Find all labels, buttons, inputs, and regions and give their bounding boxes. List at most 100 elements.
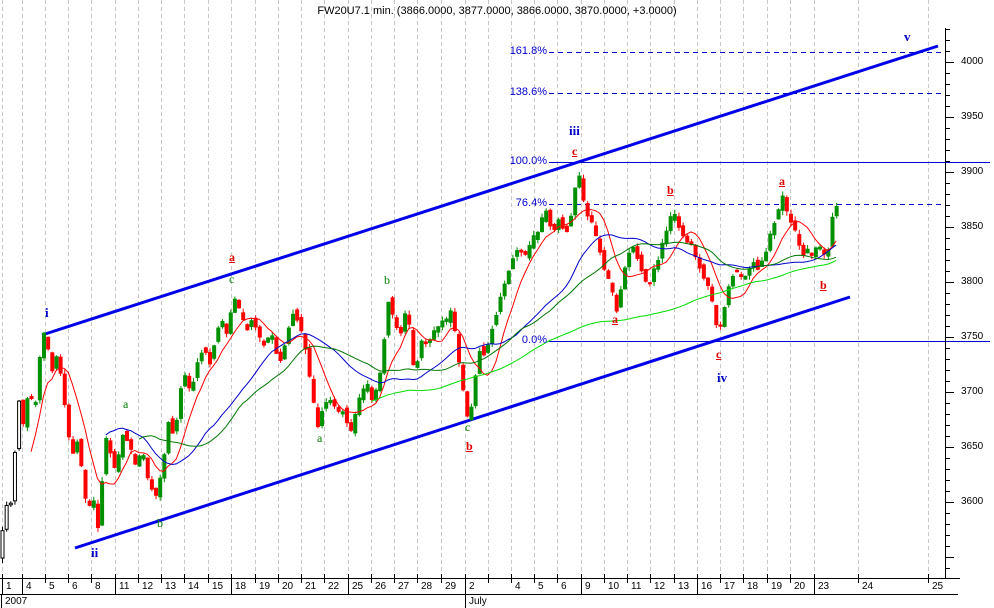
candle-body xyxy=(490,328,495,344)
candle-body xyxy=(448,310,453,323)
fib-level-label: 100.0% xyxy=(509,155,547,167)
candle-body xyxy=(112,451,117,468)
x-axis-day-label: 20 xyxy=(282,581,294,592)
candle-body xyxy=(423,341,428,345)
x-axis-day-label: 10 xyxy=(608,581,620,592)
candle-body xyxy=(83,469,88,499)
x-axis-day-label: 8 xyxy=(95,581,101,592)
candle-body xyxy=(473,375,478,407)
candle-body xyxy=(187,375,192,389)
wave-label-b: b xyxy=(667,183,674,197)
fib-level-label: 76.4% xyxy=(515,197,547,209)
fib-level-label: 138.6% xyxy=(509,86,547,98)
candle-body xyxy=(336,407,341,412)
candle-body xyxy=(631,246,636,253)
fib-level-label: 161.8% xyxy=(509,45,547,57)
candle-body xyxy=(295,309,300,321)
candle-body xyxy=(398,327,403,334)
candle-body xyxy=(195,362,200,378)
candle-body xyxy=(208,352,212,365)
candle-body xyxy=(469,406,474,421)
x-axis-day-label: 1 xyxy=(6,581,12,592)
candle-body xyxy=(95,503,100,528)
candle-body xyxy=(261,340,266,346)
wave-label-iii: iii xyxy=(569,123,580,138)
y-axis-price-label: 3650 xyxy=(961,441,984,452)
candle-body xyxy=(270,335,275,340)
candle-body xyxy=(87,500,92,506)
candle-body xyxy=(299,317,304,332)
candle-body xyxy=(286,327,291,344)
candle-body xyxy=(639,254,644,272)
candle-body xyxy=(145,457,150,479)
candle-body xyxy=(739,274,744,277)
candle-body xyxy=(411,330,416,366)
candle-body xyxy=(328,400,333,404)
candle-body xyxy=(21,399,26,425)
chart-title: FW20U7.1 min. (3866.0000, 3877.0000, 386… xyxy=(317,5,677,17)
candle-body xyxy=(253,317,258,328)
ma-mid-line xyxy=(105,234,837,466)
candle-body xyxy=(17,400,22,450)
candle-body xyxy=(178,388,183,419)
wave-label-b: b xyxy=(820,278,827,292)
candle-body xyxy=(672,214,677,221)
candle-body xyxy=(340,411,345,415)
y-axis-price-label: 3800 xyxy=(961,276,984,287)
x-axis-day-label: 6 xyxy=(561,581,567,592)
y-axis-price-label: 3750 xyxy=(961,331,984,342)
candle-body xyxy=(166,422,171,454)
candle-body xyxy=(183,375,188,387)
candle-body xyxy=(154,487,159,496)
candle-body xyxy=(764,251,769,262)
wave-label-c: c xyxy=(229,272,235,286)
candle-body xyxy=(706,277,710,286)
candle-body xyxy=(540,217,544,232)
wave-label-ii: ii xyxy=(91,545,99,560)
candle-body xyxy=(502,283,507,297)
candle-body xyxy=(494,315,499,325)
x-axis-day-label: 12 xyxy=(654,581,666,592)
candle-body xyxy=(125,430,129,441)
candle-body xyxy=(801,244,806,257)
candle-body xyxy=(535,231,540,240)
candle-body xyxy=(776,209,781,220)
candle-body xyxy=(780,195,785,211)
x-axis-day-label: 16 xyxy=(701,581,713,592)
candle-body xyxy=(577,175,582,188)
wave-label-a: a xyxy=(779,174,785,188)
x-axis-day-label: 22 xyxy=(328,581,340,592)
candle-body xyxy=(349,422,354,431)
candle-body xyxy=(249,320,254,327)
candle-body xyxy=(129,439,134,450)
candle-body xyxy=(834,206,839,217)
candle-body xyxy=(593,225,598,237)
x-axis-day-label: 20 xyxy=(794,581,806,592)
candle-body xyxy=(668,216,673,232)
candle-body xyxy=(444,318,449,322)
channel-lower-trendline xyxy=(74,295,851,550)
candle-body xyxy=(291,313,295,326)
candle-body xyxy=(556,219,561,231)
y-axis-price-label: 3950 xyxy=(961,111,984,122)
candle-body xyxy=(830,216,835,247)
candle-body xyxy=(133,454,138,465)
x-axis-day-label: 25 xyxy=(932,581,944,592)
candle-body xyxy=(618,289,623,308)
wave-label-a: a xyxy=(612,312,618,326)
candle-body xyxy=(510,258,515,270)
candle-body xyxy=(332,399,337,407)
candle-body xyxy=(789,213,793,223)
candle-body xyxy=(324,402,329,409)
candle-body xyxy=(137,455,142,467)
x-axis-day-label: 11 xyxy=(119,581,130,592)
candle-body xyxy=(212,345,217,359)
candle-body xyxy=(701,264,706,279)
candle-body xyxy=(589,215,594,223)
candle-body xyxy=(104,438,109,475)
candle-body xyxy=(216,327,221,342)
wave-label-c: c xyxy=(572,144,578,158)
candle-body xyxy=(158,477,163,498)
